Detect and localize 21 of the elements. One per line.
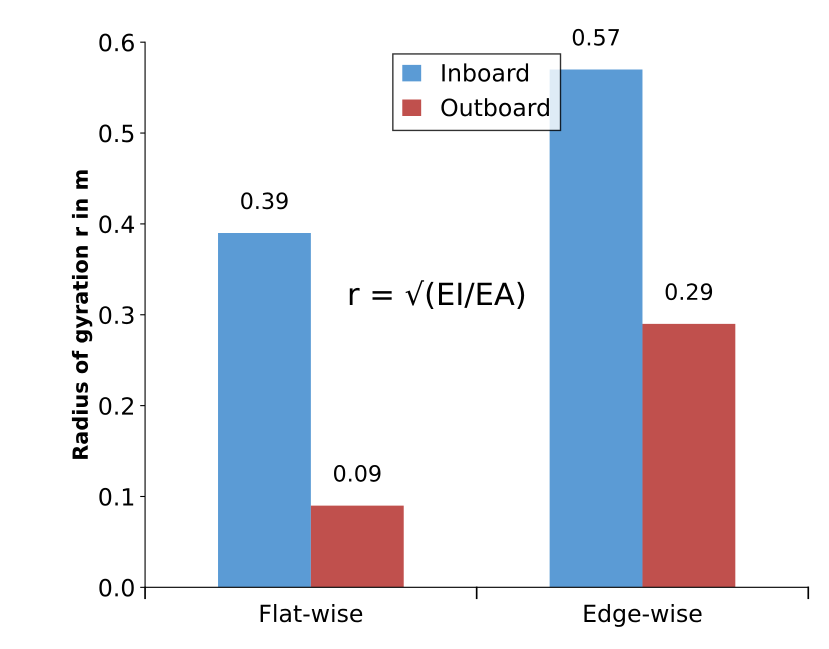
bar [550, 69, 642, 588]
data-label: 0.57 [572, 28, 619, 46]
y-tick-label: 0.5 [99, 124, 134, 142]
legend-label: Outboard [441, 98, 549, 116]
data-label: 0.09 [334, 465, 380, 482]
y-tick-label: 0.4 [99, 215, 134, 234]
legend-label: Inboard [442, 63, 528, 82]
bar [310, 506, 404, 588]
y-tick-label: 0.3 [99, 306, 134, 324]
bar [642, 324, 736, 588]
y-tick-label: 0.1 [99, 488, 134, 506]
data-label: 0.39 [241, 192, 288, 210]
y-axis-title: Radius of gyration r in m [72, 170, 92, 459]
y-tick-label: 0.2 [99, 397, 133, 415]
bar [218, 232, 311, 588]
y-tick-label: 0.0 [99, 578, 134, 597]
x-tick-label: Flat-wise [260, 604, 362, 622]
x-tick-label: Edge-wise [584, 604, 702, 627]
data-label: 0.29 [666, 283, 712, 300]
y-tick-label: 0.6 [99, 34, 134, 52]
annotation: r = √(EI/EA) [350, 280, 524, 310]
